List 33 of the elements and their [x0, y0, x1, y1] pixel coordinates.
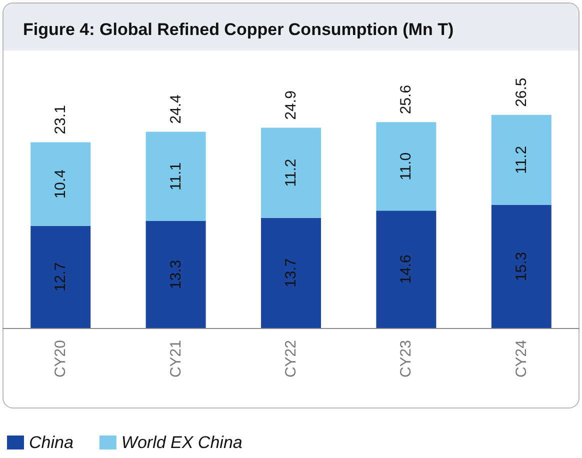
data-label: 14.6 [398, 254, 415, 284]
data-label: 15.3 [512, 252, 530, 282]
total-label: 25.6 [398, 84, 415, 114]
data-label: 11.0 [398, 152, 415, 180]
data-label: 13.3 [167, 260, 184, 290]
x-tick-label: CY22 [282, 340, 300, 378]
bar [30, 226, 91, 328]
x-tick-label: CY20 [52, 340, 70, 378]
bar [491, 204, 552, 328]
bar [261, 128, 321, 218]
bar [261, 218, 321, 328]
x-tick-label: CY24 [512, 340, 530, 378]
data-label: 10.4 [52, 169, 70, 199]
bar [491, 114, 552, 205]
total-label: 26.5 [512, 78, 530, 107]
x-tick-label: CY23 [398, 340, 415, 378]
data-label: 12.7 [52, 262, 70, 292]
bar [30, 142, 91, 226]
total-label: 23.1 [52, 105, 70, 134]
data-label: 11.1 [167, 162, 184, 190]
legend-label: China [29, 433, 74, 452]
bar [376, 122, 436, 211]
bar [376, 210, 436, 328]
x-tick-label: CY21 [167, 340, 184, 378]
total-label: 24.9 [282, 90, 300, 120]
chart-title: Figure 4: Global Refined Copper Consumption (Mn T) [23, 20, 454, 39]
legend-label: World EX China [121, 433, 242, 452]
total-label: 24.4 [167, 94, 184, 124]
data-label: 13.7 [282, 258, 300, 288]
data-label: 11.2 [282, 158, 300, 187]
bar [146, 132, 206, 222]
bar [146, 221, 206, 328]
data-label: 11.2 [512, 146, 530, 174]
